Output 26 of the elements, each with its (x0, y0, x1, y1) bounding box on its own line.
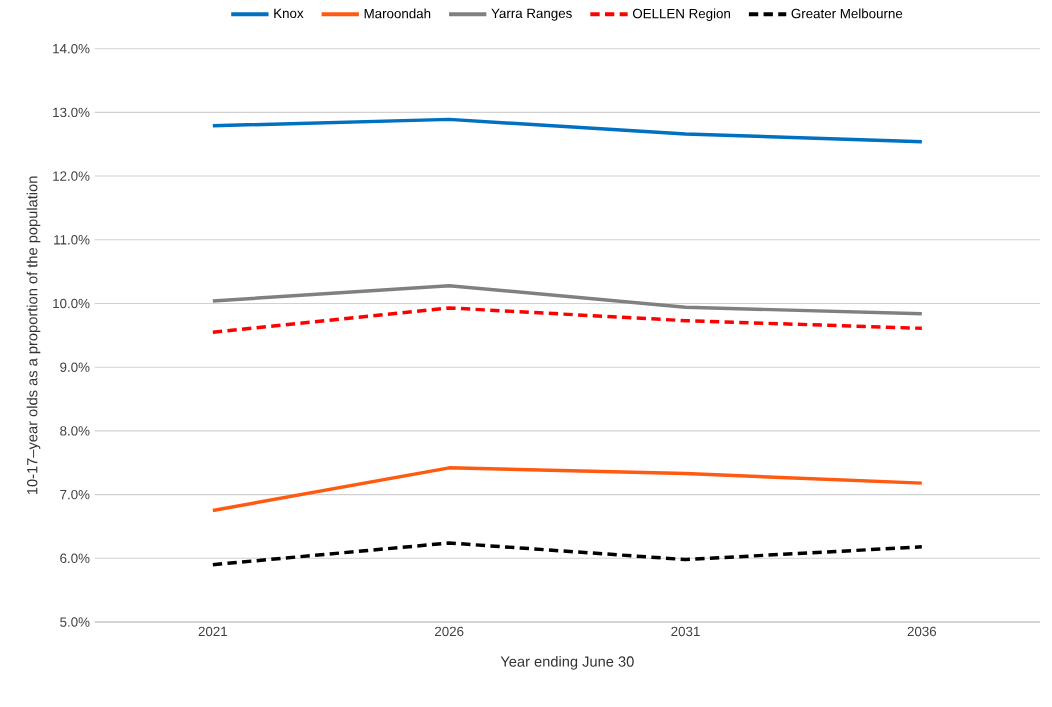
y-tick-label: 10.0% (53, 298, 90, 309)
y-tick-label: 13.0% (53, 107, 90, 118)
x-tick-label: 2021 (198, 626, 228, 637)
x-axis-title: Year ending June 30 (500, 656, 634, 670)
line-series (211, 466, 924, 513)
legend-label: Yarra Ranges (491, 8, 572, 21)
line-series (211, 306, 924, 335)
y-tick-label: 9.0% (60, 362, 90, 373)
legend-label: Maroondah (364, 8, 431, 19)
y-tick-label: 11.0% (54, 235, 90, 245)
line-series (211, 117, 924, 144)
line-series (211, 284, 924, 316)
y-tick-label: 6.0% (60, 553, 90, 564)
y-tick-label: 14.0% (53, 44, 90, 54)
x-tick-label: 2036 (907, 626, 937, 637)
y-tick-label: 12.0% (53, 171, 90, 181)
y-tick-label: 8.0% (60, 426, 90, 436)
legend-label: OELLEN Region (632, 8, 730, 22)
legend-label: Greater Melbourne (791, 8, 903, 19)
line-series (211, 541, 924, 567)
y-tick-label: 7.0% (60, 490, 90, 500)
y-axis-title: 10-17–year olds as a proportion of the population (26, 176, 41, 495)
y-tick-label: 5.0% (60, 617, 90, 627)
x-tick-label: 2026 (435, 626, 464, 637)
legend-label: Knox (274, 8, 304, 19)
x-tick-label: 2031 (671, 626, 700, 637)
